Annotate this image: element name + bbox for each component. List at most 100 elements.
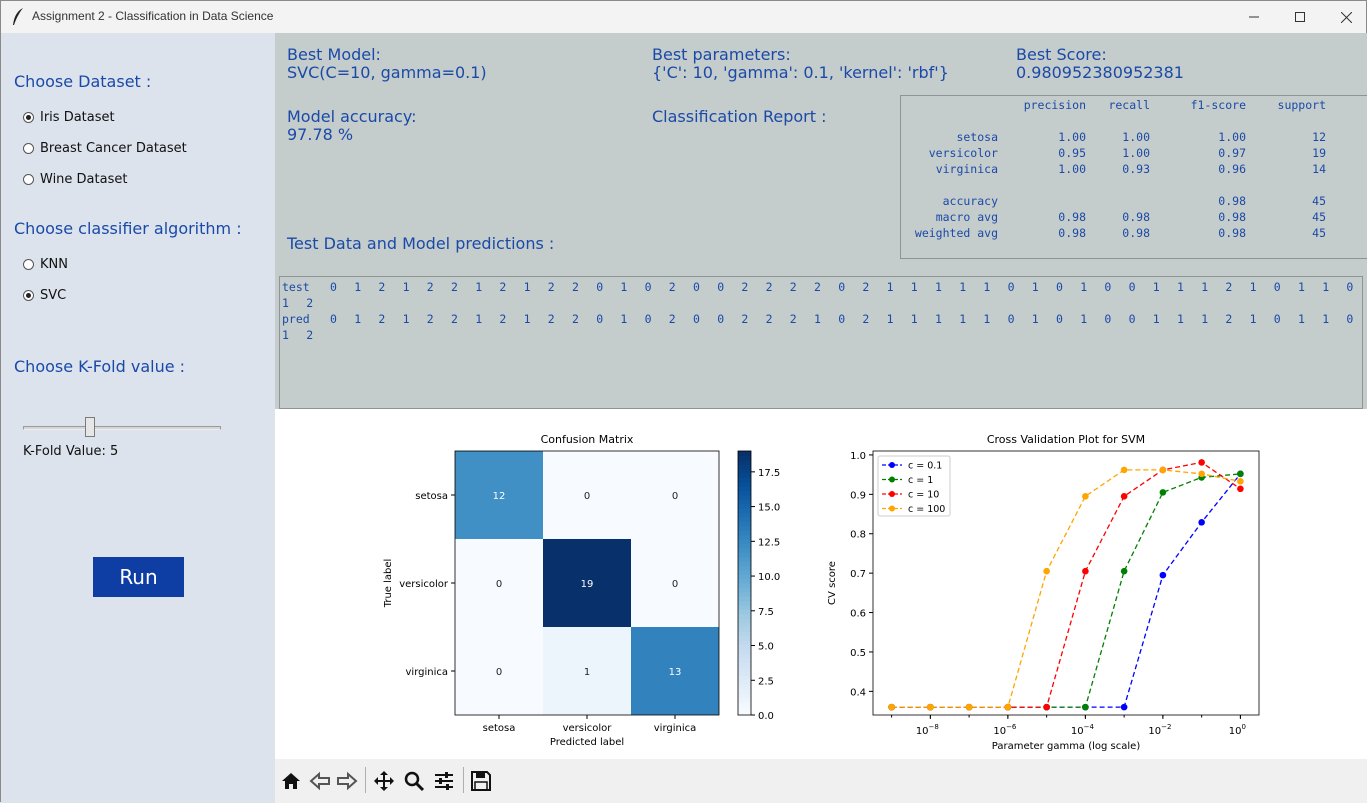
class-value: 1 <box>1322 312 1330 326</box>
series-line <box>891 469 1241 708</box>
back-button[interactable] <box>306 767 334 795</box>
run-button[interactable]: Run <box>93 557 184 597</box>
class-value: 1 <box>402 312 410 326</box>
maximize-button[interactable] <box>1277 1 1323 33</box>
class-value: 0 <box>717 312 725 326</box>
best-model-value: SVC(C=10, gamma=0.1) <box>287 63 487 82</box>
class-value: 2 <box>426 280 434 294</box>
colorbar-segment <box>738 666 751 672</box>
report-cell: 1.00 <box>1122 130 1150 144</box>
save-figure-button[interactable] <box>467 767 495 795</box>
class-value: 2 <box>741 312 749 326</box>
radio-breast-cancer-dataset[interactable]: Breast Cancer Dataset <box>23 138 187 158</box>
window-title: Assignment 2 - Classification in Data Sc… <box>32 9 274 23</box>
y-axis-label: CV score <box>827 561 838 605</box>
class-value: 1 <box>886 312 894 326</box>
forward-button[interactable] <box>333 767 361 795</box>
class-value: 0 <box>596 312 604 326</box>
data-point <box>1120 493 1128 500</box>
data-point <box>927 703 934 711</box>
radio-button-knn[interactable] <box>23 258 34 270</box>
class-value: 1 <box>959 280 967 294</box>
report-cell: 45 <box>1312 226 1326 240</box>
zoom-icon <box>404 771 425 792</box>
data-point <box>1159 571 1167 579</box>
colorbar-tick-label: 5.0 <box>758 642 774 653</box>
class-value: 1 <box>1249 312 1257 326</box>
report-cell: 45 <box>1312 194 1326 208</box>
zoom-button[interactable] <box>400 767 428 795</box>
configure-subplots-button[interactable] <box>430 767 458 795</box>
class-value: 1 <box>1298 280 1305 294</box>
colorbar-segment <box>738 464 751 470</box>
minimize-button[interactable] <box>1231 1 1277 33</box>
radio-label: KNN <box>40 256 68 272</box>
radio-wine-dataset[interactable]: Wine Dataset <box>23 169 127 189</box>
radio-button-breast-cancer[interactable] <box>23 142 34 154</box>
pan-button[interactable] <box>370 767 398 795</box>
class-value: 1 <box>1177 280 1184 294</box>
radio-iris-dataset[interactable]: Iris Dataset <box>23 107 115 127</box>
cell-value: 19 <box>581 579 594 590</box>
radio-label: SVC <box>40 287 67 303</box>
legend-marker <box>889 491 895 497</box>
class-value: 0 <box>330 312 337 326</box>
class-value: 2 <box>306 296 314 310</box>
legend-marker <box>889 476 895 483</box>
data-point <box>1198 519 1205 526</box>
report-cell: 1.00 <box>1218 130 1246 144</box>
radio-button-iris[interactable] <box>23 111 34 123</box>
cross-validation-chart: Cross Validation Plot for SVM 0.4 0.5 0.6 0.… <box>827 433 1260 752</box>
class-value: 0 <box>693 280 700 294</box>
data-point <box>1004 703 1012 711</box>
report-header: f1-score <box>1190 98 1246 112</box>
cell-value: 0 <box>584 491 590 502</box>
heatmap-cell <box>455 627 543 715</box>
class-value: 2 <box>547 280 555 294</box>
class-value: 2 <box>741 280 749 294</box>
colorbar-segment <box>738 495 751 500</box>
colorbar-tick-label: 17.5 <box>758 468 780 479</box>
report-cell: 19 <box>1312 146 1326 160</box>
class-value: 2 <box>862 280 870 294</box>
class-value: 2 <box>1225 280 1233 294</box>
x-tick-label: 10−2 <box>1148 723 1171 737</box>
colorbar-segment <box>738 490 751 496</box>
colorbar-segment <box>738 503 751 509</box>
y-axis-label: True label <box>383 559 394 609</box>
x-tick-exponent: −2 <box>1161 723 1171 731</box>
class-value: 1 <box>910 312 918 326</box>
class-value: 0 <box>644 280 652 294</box>
colorbar-segment <box>738 635 751 641</box>
home-button[interactable] <box>277 767 305 795</box>
move-icon <box>374 771 394 791</box>
radio-button-wine[interactable] <box>23 173 34 185</box>
report-cell: 1.00 <box>1058 162 1086 176</box>
data-point <box>965 703 973 711</box>
predictions-textbox[interactable]: test 0 1 2 1 2 2 1 2 1 2 2 0 1 0 2 0 0 2 2 2 2 0 2 1 1 1 1 1 0 1 0 1 0 0 1 1… <box>279 276 1363 409</box>
heatmap-cell <box>455 451 543 539</box>
radio-label: Iris Dataset <box>40 109 115 125</box>
radio-knn[interactable]: KNN <box>23 254 68 274</box>
colorbar-segment <box>738 451 751 456</box>
classifier-heading: Choose classifier algorithm : <box>14 219 242 238</box>
class-value: 1 <box>523 312 531 326</box>
colorbar-segment <box>738 693 751 698</box>
report-row-label: weighted avg <box>914 226 998 240</box>
title-bar[interactable]: Assignment 2 - Classification in Data Sc… <box>1 1 1366 33</box>
class-value: 2 <box>499 312 507 326</box>
radio-button-svc[interactable] <box>23 289 34 301</box>
slider-thumb[interactable] <box>85 417 95 437</box>
sliders-icon <box>435 772 453 790</box>
class-value: 2 <box>814 280 821 294</box>
kfold-slider[interactable] <box>23 417 221 439</box>
radio-svc[interactable]: SVC <box>23 285 66 305</box>
kfold-value-label: K-Fold Value: 5 <box>23 444 119 459</box>
colorbar-segment <box>738 561 751 566</box>
best-params-label: Best parameters: <box>652 45 791 64</box>
colorbar-tick-label: 10.0 <box>758 572 780 583</box>
colorbar-segment <box>738 534 751 540</box>
colorbar-segment <box>738 710 751 716</box>
close-button[interactable] <box>1323 1 1367 33</box>
